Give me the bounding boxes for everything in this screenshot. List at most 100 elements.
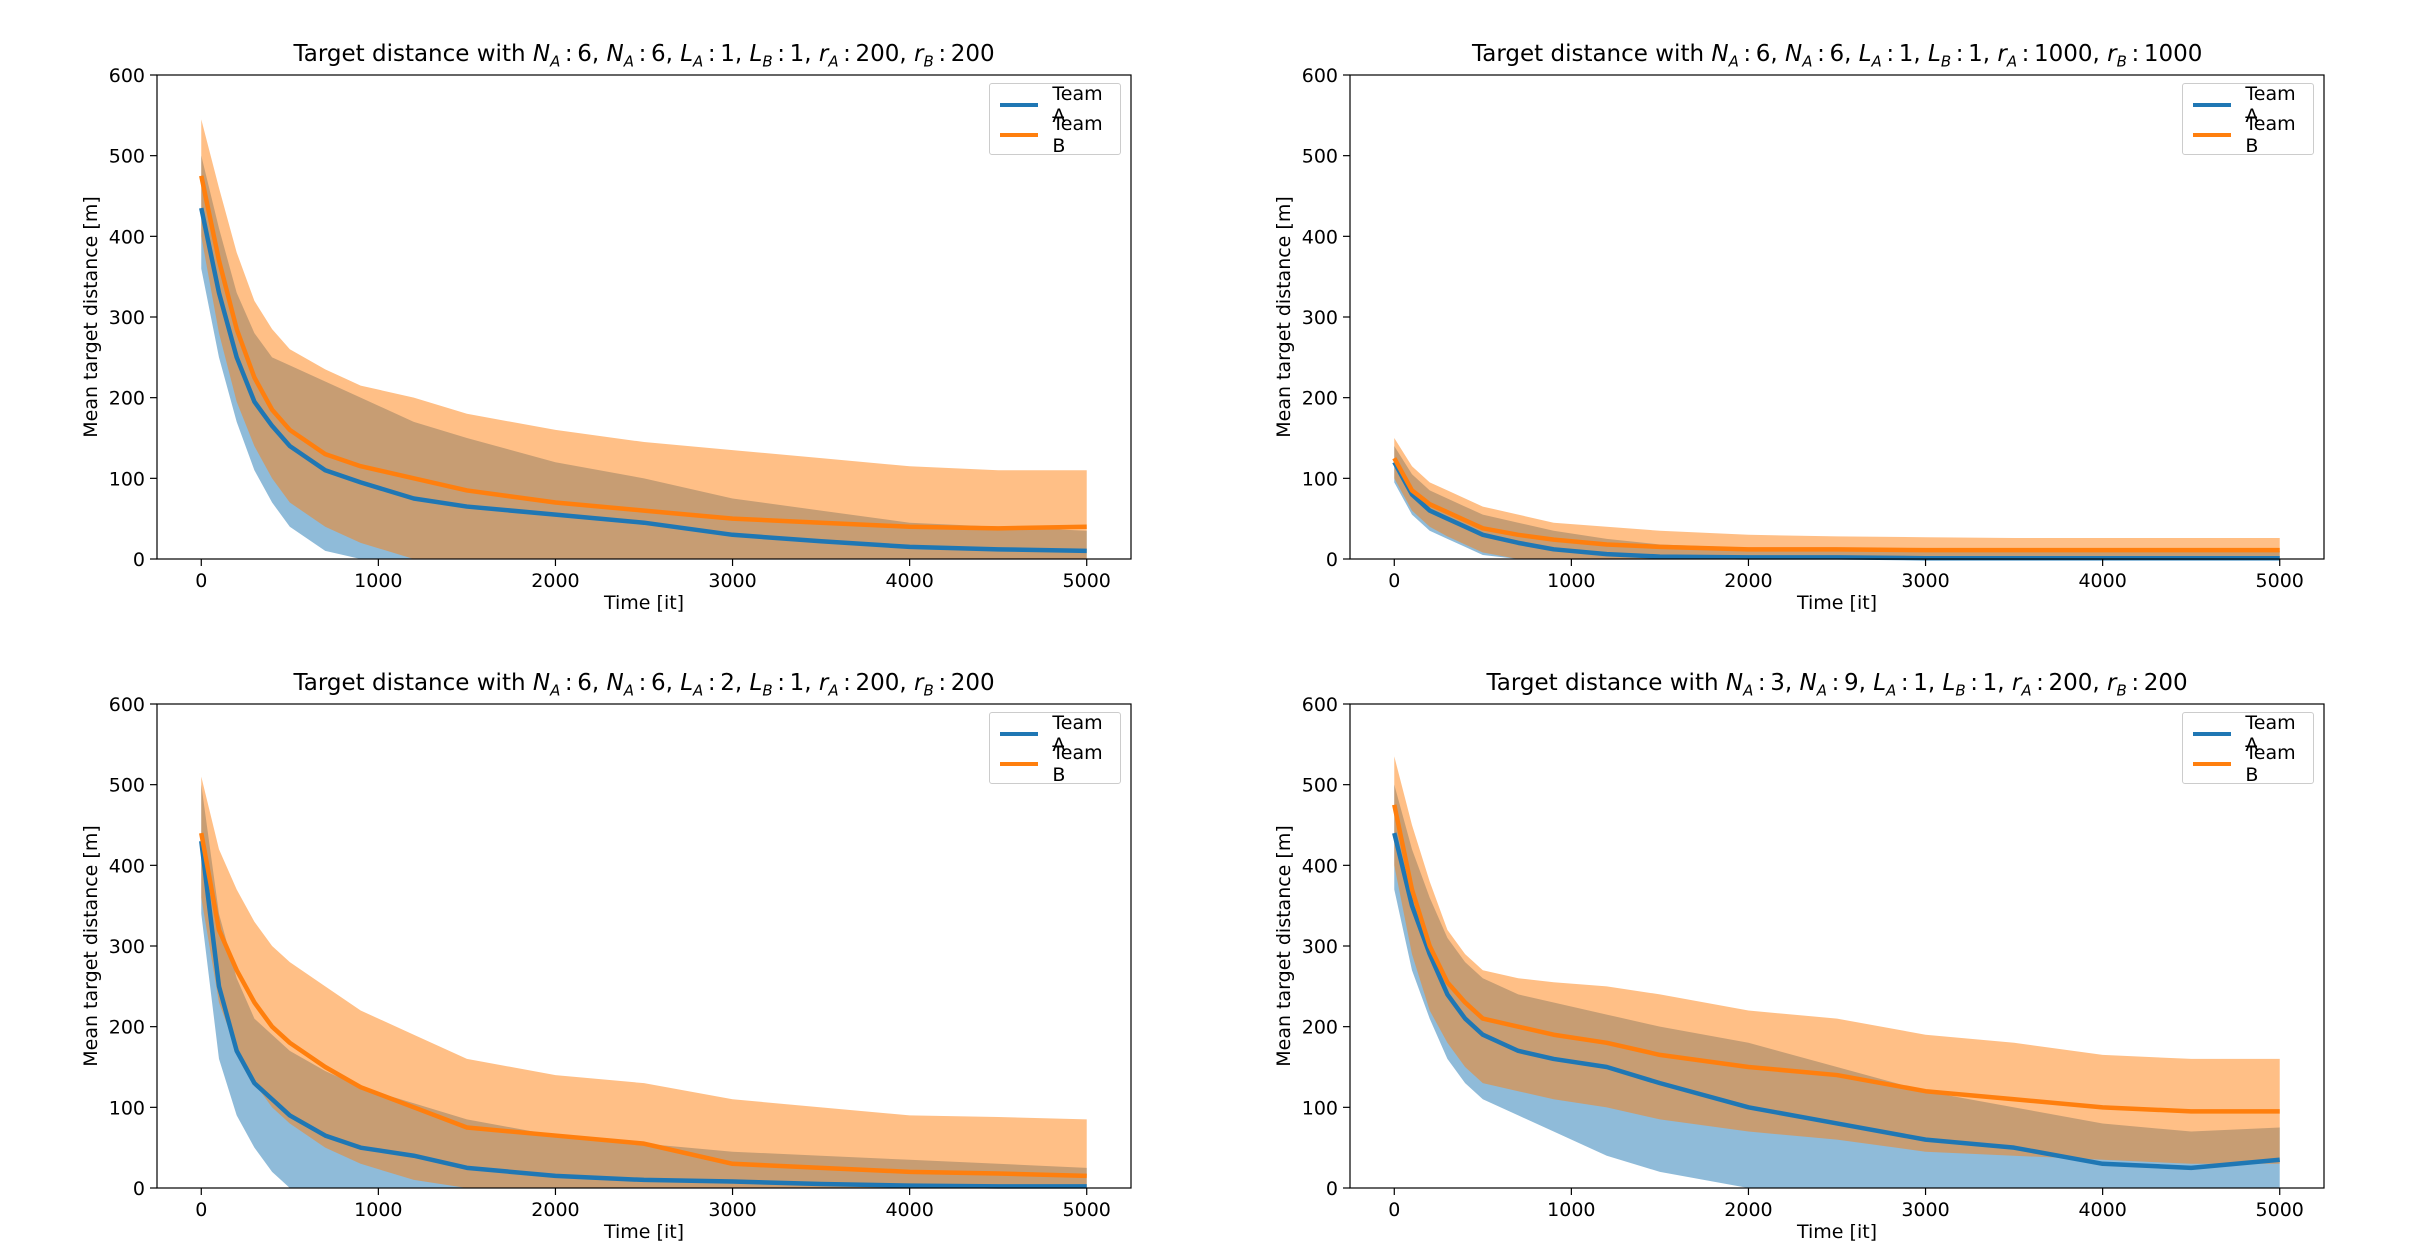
x-tick-label: 3000: [708, 570, 756, 592]
y-tick-label: 200: [109, 1017, 145, 1039]
series-line: [1392, 461, 2280, 561]
x-tick-label: 1000: [354, 1199, 402, 1221]
legend-label: Team A: [1052, 712, 1103, 756]
y-tick-label: 600: [1302, 694, 1338, 716]
y-tick-label: 200: [1302, 388, 1338, 410]
legend-entry: Team B: [2193, 742, 2303, 786]
chart-legend: Team A Team B: [2182, 83, 2315, 157]
x-axis-label: Time [it]: [1797, 1221, 1878, 1243]
y-tick-label: 400: [109, 855, 145, 877]
chart-title-text: Target distance with: [1486, 670, 1726, 696]
y-tick-label: 600: [1302, 65, 1338, 87]
y-tick-label: 100: [1302, 1097, 1338, 1119]
x-axis-label: Time [it]: [604, 592, 685, 614]
y-tick-label: 300: [109, 307, 145, 329]
chart-title: Target distance with NA : 6, NA : 6, LA …: [294, 670, 995, 700]
x-tick-label: 1000: [1547, 1199, 1595, 1221]
x-tick-label: 4000: [885, 570, 933, 592]
x-tick-label: 2000: [1724, 1199, 1772, 1221]
legend-swatch: [2193, 103, 2232, 107]
x-tick-label: 4000: [885, 1199, 933, 1221]
x-axis-label: Time [it]: [604, 1221, 685, 1243]
x-tick-label: 3000: [1901, 1199, 1949, 1221]
y-tick-label: 100: [109, 1097, 145, 1119]
legend-swatch: [2193, 732, 2232, 736]
x-tick-label: 5000: [2256, 570, 2304, 592]
y-tick-label: 600: [109, 694, 145, 716]
legend-entry: Team A: [2193, 712, 2303, 756]
x-tick-label: 5000: [2256, 1199, 2304, 1221]
x-tick-label: 1000: [1547, 570, 1595, 592]
chart-legend: Team A Team B: [989, 83, 1122, 157]
legend-swatch: [2193, 133, 2232, 137]
y-tick-label: 500: [1302, 775, 1338, 797]
series-line: [1392, 457, 2280, 553]
y-tick-label: 400: [1302, 855, 1338, 877]
x-tick-label: 3000: [708, 1199, 756, 1221]
legend-entry: Team A: [1000, 83, 1110, 127]
legend-label: Team A: [2245, 712, 2296, 756]
x-tick-label: 5000: [1063, 570, 1111, 592]
chart-title: Target distance with NA : 6, NA : 6, LA …: [294, 41, 995, 71]
chart-title-text: Target distance with: [1472, 41, 1712, 67]
series-line: [1392, 804, 2280, 1114]
x-tick-label: 4000: [2078, 1199, 2126, 1221]
legend-label: Team B: [1052, 113, 1103, 157]
y-tick-label: 200: [1302, 1017, 1338, 1039]
legend-label: Team B: [2245, 742, 2296, 786]
confidence-band: [201, 784, 1087, 1188]
x-tick-label: 0: [1388, 1199, 1400, 1221]
legend-entry: Team B: [1000, 113, 1110, 157]
x-tick-label: 5000: [1063, 1199, 1111, 1221]
legend-swatch: [1000, 133, 1039, 137]
confidence-band: [201, 119, 1087, 559]
y-tick-label: 0: [1326, 1178, 1338, 1200]
y-tick-label: 500: [109, 146, 145, 168]
legend-label: Team B: [2245, 113, 2296, 157]
legend-label: Team A: [1052, 83, 1103, 127]
chart-title-text: Target distance with: [293, 670, 533, 696]
series-line: [199, 175, 1087, 531]
series-line: [199, 207, 1087, 554]
legend-label: Team B: [1052, 742, 1103, 786]
chart-legend: Team A Team B: [2182, 712, 2315, 786]
legend-swatch: [1000, 103, 1039, 107]
x-tick-label: 2000: [531, 1199, 579, 1221]
legend-entry: Team A: [1000, 712, 1110, 756]
chart-title-params: NA : 6, NA : 6, LA : 1, LB : 1, rA : 200…: [532, 41, 995, 71]
y-tick-label: 400: [1302, 226, 1338, 248]
y-tick-label: 300: [1302, 936, 1338, 958]
chart-title: Target distance with NA : 3, NA : 9, LA …: [1487, 670, 2188, 700]
chart-title: Target distance with NA : 6, NA : 6, LA …: [1472, 41, 2202, 71]
chart-legend: Team A Team B: [989, 712, 1122, 786]
y-tick-label: 0: [133, 549, 145, 571]
y-tick-label: 200: [109, 388, 145, 410]
x-tick-label: 2000: [1724, 570, 1772, 592]
x-tick-label: 3000: [1901, 570, 1949, 592]
y-tick-label: 500: [1302, 146, 1338, 168]
x-tick-label: 0: [195, 570, 207, 592]
chart-title-text: Target distance with: [293, 41, 533, 67]
y-tick-label: 300: [1302, 307, 1338, 329]
x-axis-label: Time [it]: [1797, 592, 1878, 614]
chart-title-params: NA : 6, NA : 6, LA : 1, LB : 1, rA : 100…: [1711, 41, 2203, 71]
legend-swatch: [1000, 762, 1039, 766]
x-tick-label: 0: [1388, 570, 1400, 592]
series-line: [1392, 832, 2280, 1171]
x-tick-label: 2000: [531, 570, 579, 592]
y-tick-label: 100: [109, 468, 145, 490]
y-tick-label: 0: [133, 1178, 145, 1200]
confidence-band: [1394, 438, 2280, 559]
y-tick-label: 100: [1302, 468, 1338, 490]
legend-swatch: [1000, 732, 1039, 736]
confidence-band: [201, 776, 1087, 1188]
y-tick-label: 400: [109, 226, 145, 248]
series-line: [199, 840, 1087, 1189]
y-tick-label: 300: [109, 936, 145, 958]
chart-title-params: NA : 3, NA : 9, LA : 1, LB : 1, rA : 200…: [1725, 670, 2188, 700]
x-tick-label: 0: [195, 1199, 207, 1221]
y-tick-label: 0: [1326, 549, 1338, 571]
